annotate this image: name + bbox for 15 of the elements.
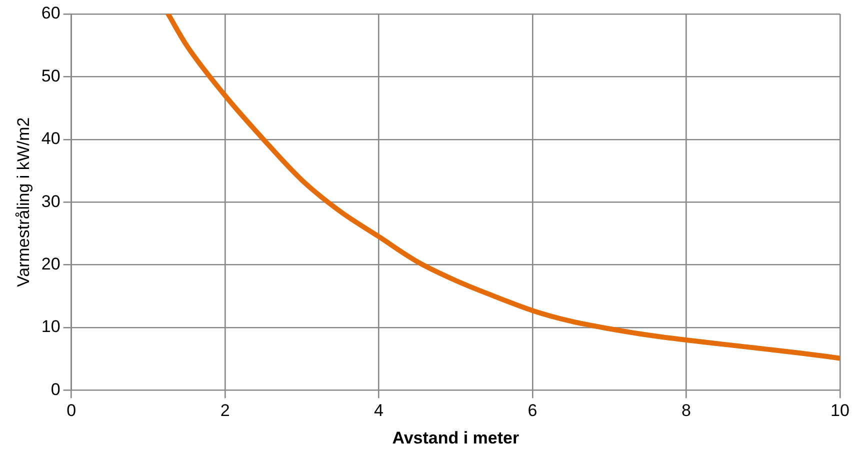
y-tick-label: 60: [41, 4, 60, 23]
x-tick-label: 4: [374, 401, 384, 420]
y-tick-label: 20: [41, 254, 60, 274]
y-tick-label: 0: [50, 380, 60, 399]
y-tick-label: 10: [41, 317, 60, 336]
x-tick-label: 8: [682, 401, 691, 420]
x-tick-label: 10: [830, 401, 850, 420]
y-axis-title: Varmestråling i kW/m2: [14, 117, 33, 287]
y-tick-label: 50: [41, 66, 60, 86]
x-axis-title: Avstand i meter: [392, 428, 520, 448]
y-tick-label: 40: [41, 129, 60, 148]
x-tick-label: 6: [528, 401, 538, 420]
x-tick-label: 2: [220, 401, 230, 420]
x-tick-label: 0: [66, 401, 76, 420]
y-tick-label: 30: [41, 192, 60, 211]
